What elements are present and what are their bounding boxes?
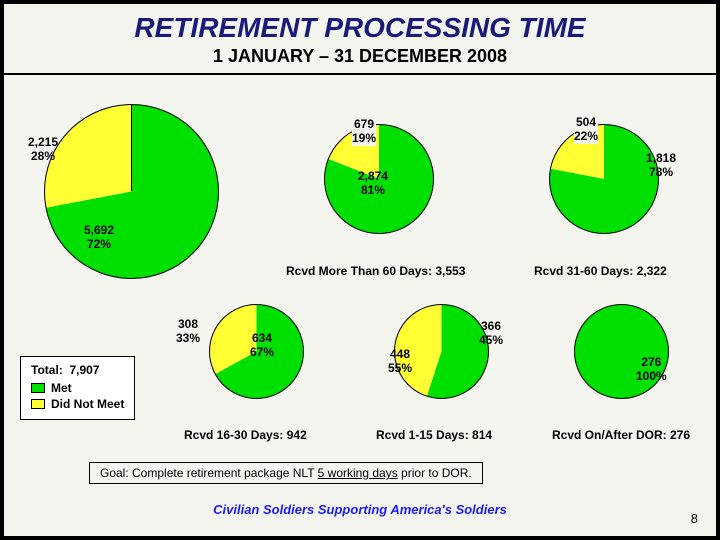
goal-box: Goal: Complete retirement package NLT 5 … [89, 462, 483, 484]
pie-16-30-caption: Rcvd 16-30 Days: 942 [184, 428, 307, 442]
page-number: 8 [691, 511, 698, 526]
pie-on-after-label: 276100% [636, 356, 667, 384]
legend-notmet-row: Did Not Meet [31, 397, 124, 411]
goal-prefix: Goal: Complete retirement package NLT [100, 466, 318, 480]
legend-met-label: Met [51, 381, 72, 395]
pie-main-radius [131, 104, 132, 191]
pie-gt60-label-notmet: 67919% [352, 118, 376, 146]
pie-1-15-label-met: 44855% [388, 348, 412, 376]
goal-underlined: 5 working days [318, 466, 398, 480]
pie-on-after [574, 304, 669, 399]
pie-main-label-met: 5,69272% [84, 224, 114, 252]
goal-suffix: prior to DOR. [398, 466, 472, 480]
legend-notmet-swatch [31, 399, 45, 409]
pie-1-15-label-notmet: 36645% [479, 320, 503, 348]
page-title: RETIREMENT PROCESSING TIME [4, 12, 716, 44]
pie-31-60-caption: Rcvd 31-60 Days: 2,322 [534, 264, 667, 278]
pie-main-label-notmet: 2,21528% [28, 136, 58, 164]
slide-frame: RETIREMENT PROCESSING TIME 1 JANUARY – 3… [0, 0, 720, 540]
legend-notmet-label: Did Not Meet [51, 397, 124, 411]
title-divider [4, 73, 716, 75]
footer-text: Civilian Soldiers Supporting America's S… [4, 502, 716, 517]
pie-16-30-label-met: 63467% [250, 332, 274, 360]
pie-16-30-label-notmet: 30833% [176, 318, 200, 346]
pie-31-60-label-notmet: 50422% [574, 116, 598, 144]
legend-met-swatch [31, 383, 45, 393]
legend-box: Total: 7,907 Met Did Not Meet [20, 356, 135, 420]
legend-total: Total: 7,907 [31, 363, 124, 377]
page-subtitle: 1 JANUARY – 31 DECEMBER 2008 [4, 46, 716, 67]
pie-31-60 [549, 124, 659, 234]
pie-on-after-caption: Rcvd On/After DOR: 276 [552, 428, 690, 442]
pie-gt60-label-met: 2,87481% [358, 170, 388, 198]
pie-1-15-caption: Rcvd 1-15 Days: 814 [376, 428, 492, 442]
pie-gt60-caption: Rcvd More Than 60 Days: 3,553 [286, 264, 465, 278]
legend-met-row: Met [31, 381, 124, 395]
pie-31-60-label-met: 1,81878% [646, 152, 676, 180]
